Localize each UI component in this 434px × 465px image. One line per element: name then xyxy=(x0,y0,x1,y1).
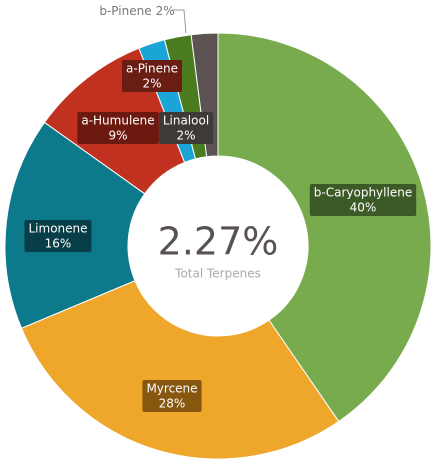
slice xyxy=(20,280,340,460)
label-box xyxy=(122,60,182,92)
label-box xyxy=(142,380,202,412)
slice-label: b-Pinene 2% xyxy=(99,4,174,18)
center-value: 2.27% xyxy=(158,220,279,264)
label-value: 9% xyxy=(108,129,127,143)
label-name: a-Pinene xyxy=(126,62,178,76)
label-value: 2% xyxy=(156,4,175,18)
label-name: a-Humulene xyxy=(81,114,154,128)
center-label: Total Terpenes xyxy=(174,267,261,281)
slice xyxy=(217,32,432,423)
label-name: Linalool xyxy=(163,114,209,128)
label-box xyxy=(77,112,159,144)
label-box xyxy=(158,112,214,144)
label-value: 2% xyxy=(176,129,195,143)
label-box xyxy=(24,220,92,252)
label-name: Myrcene xyxy=(146,382,197,396)
label-box xyxy=(309,184,417,216)
label-name: b-Pinene xyxy=(99,4,151,18)
label-value: 40% xyxy=(350,201,377,215)
label-value: 16% xyxy=(45,237,72,251)
label-name: Limonene xyxy=(28,222,87,236)
leader-line xyxy=(172,9,187,34)
label-value: 2% xyxy=(142,77,161,91)
label-name: b-Caryophyllene xyxy=(314,186,412,200)
label-value: 28% xyxy=(159,397,186,411)
